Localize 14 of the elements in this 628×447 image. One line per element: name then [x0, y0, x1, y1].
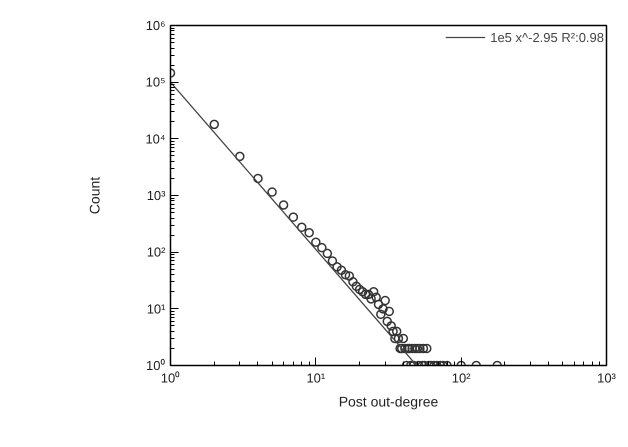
y-tick-label: 10¹ [146, 301, 166, 316]
x-tick-label: 10² [452, 370, 472, 386]
x-tick-label: 10¹ [306, 370, 326, 386]
y-tick-label: 10² [146, 244, 166, 260]
y-tick-label: 10⁰ [146, 358, 166, 373]
legend-label: 1e5 x^-2.95 R²:0.98 [490, 30, 604, 44]
y-tick-label: 10⁶ [146, 18, 166, 33]
y-axis-title: Count [86, 176, 102, 214]
y-tick-label: 10³ [146, 188, 166, 203]
y-tick-label: 10⁵ [146, 74, 166, 90]
x-axis-title: Post out-degree [338, 394, 439, 410]
x-tick-label: 10³ [597, 370, 617, 386]
y-tick-label: 10⁴ [145, 131, 166, 146]
x-tick-label: 10⁰ [160, 370, 180, 386]
